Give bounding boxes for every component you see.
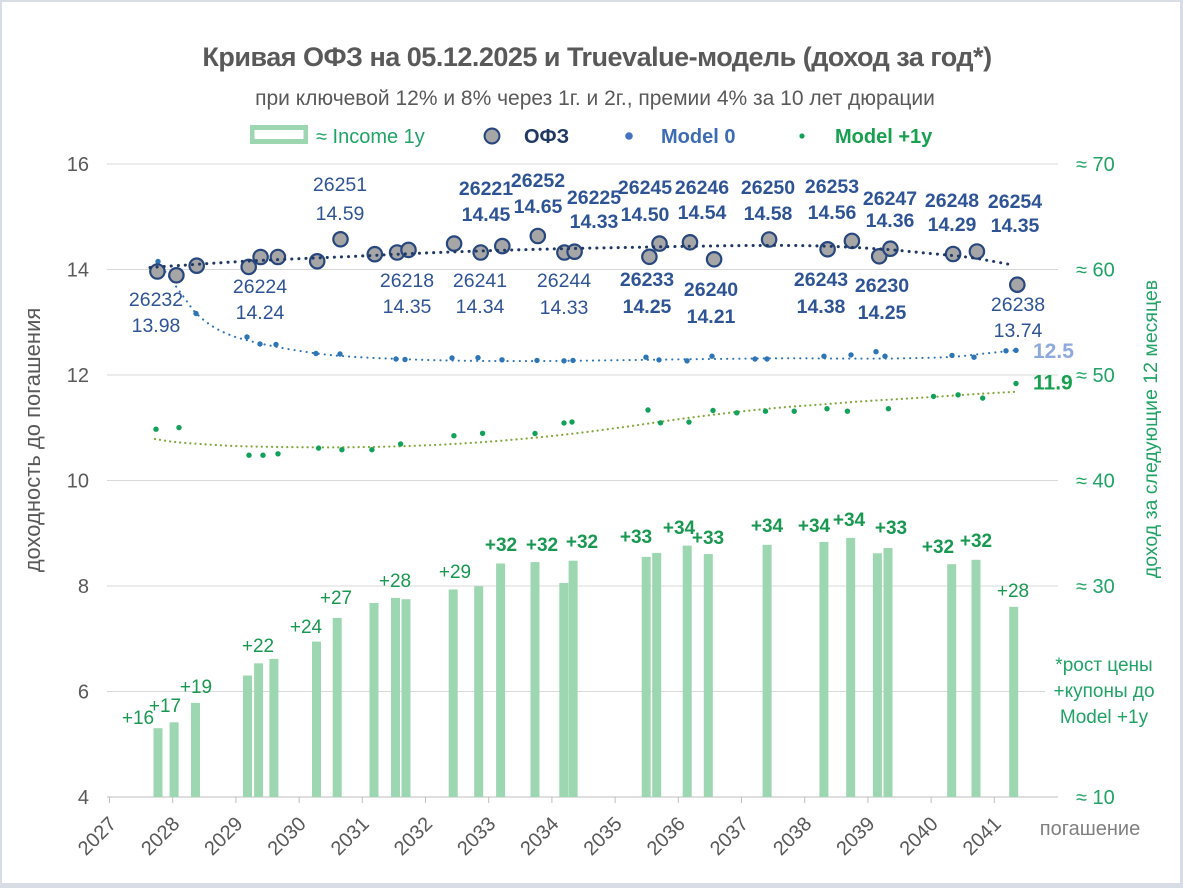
svg-text:14.34: 14.34 — [456, 296, 505, 318]
svg-text:26241: 26241 — [453, 270, 507, 292]
svg-text:26225: 26225 — [567, 187, 621, 209]
svg-text:14.45: 14.45 — [462, 204, 511, 226]
svg-text:26233: 26233 — [620, 269, 674, 291]
svg-text:13.74: 13.74 — [994, 320, 1043, 342]
svg-text:+33: +33 — [620, 527, 652, 548]
svg-text:≈ 30: ≈ 30 — [1076, 576, 1115, 598]
svg-text:+34: +34 — [663, 518, 696, 539]
svg-text:14.56: 14.56 — [808, 202, 857, 224]
svg-text:26247: 26247 — [863, 188, 917, 210]
svg-text:26248: 26248 — [925, 190, 979, 212]
svg-text:14.33: 14.33 — [540, 297, 589, 319]
svg-text:+19: +19 — [180, 677, 212, 698]
svg-text:14.35: 14.35 — [991, 215, 1040, 237]
svg-text:26252: 26252 — [511, 170, 565, 192]
svg-text:26251: 26251 — [313, 174, 367, 196]
svg-text:14.24: 14.24 — [236, 302, 285, 324]
svg-text:14.58: 14.58 — [744, 203, 793, 225]
svg-text:доход за следующие 12 месяцев: доход за следующие 12 месяцев — [1140, 280, 1162, 578]
svg-text:Model +1y: Model +1y — [835, 126, 933, 148]
svg-text:+34: +34 — [798, 516, 831, 537]
svg-text:14.29: 14.29 — [928, 214, 977, 236]
svg-text:ОФЗ: ОФЗ — [524, 126, 569, 148]
svg-text:26238: 26238 — [991, 294, 1045, 316]
svg-text:≈ 50: ≈ 50 — [1076, 365, 1115, 387]
svg-text:16: 16 — [67, 154, 89, 176]
svg-text:12: 12 — [67, 365, 89, 387]
svg-text:при ключевой 12% и 8% через 1г: при ключевой 12% и 8% через 1г. и 2г., п… — [255, 87, 935, 110]
svg-text:26243: 26243 — [794, 269, 848, 291]
svg-text:+33: +33 — [692, 528, 724, 549]
svg-text:26221: 26221 — [459, 178, 513, 200]
svg-text:26253: 26253 — [805, 176, 859, 198]
svg-text:26230: 26230 — [855, 275, 909, 297]
svg-text:26244: 26244 — [537, 270, 591, 292]
svg-text:14: 14 — [67, 260, 89, 282]
svg-text:14.33: 14.33 — [570, 211, 619, 233]
svg-text:+32: +32 — [526, 535, 558, 556]
svg-text:≈ 60: ≈ 60 — [1076, 260, 1115, 282]
svg-text:8: 8 — [78, 576, 89, 598]
svg-text:+27: +27 — [320, 588, 352, 609]
svg-text:≈ Income 1y: ≈ Income 1y — [316, 126, 425, 148]
svg-text:+32: +32 — [566, 532, 598, 553]
svg-text:+34: +34 — [751, 516, 784, 537]
svg-text:≈ 70: ≈ 70 — [1076, 154, 1115, 176]
svg-text:*рост цены: *рост цены — [1055, 655, 1152, 676]
svg-text:26250: 26250 — [741, 177, 795, 199]
svg-text:+32: +32 — [922, 537, 954, 558]
svg-text:доходность до погашения: доходность до погашения — [20, 308, 45, 573]
svg-text:4: 4 — [78, 787, 89, 809]
svg-text:Model +1y: Model +1y — [1060, 707, 1149, 728]
svg-text:≈ 40: ≈ 40 — [1076, 471, 1115, 493]
svg-text:14.21: 14.21 — [687, 306, 736, 328]
svg-text:+28: +28 — [997, 581, 1029, 602]
svg-text:14.50: 14.50 — [621, 204, 670, 226]
svg-text:+24: +24 — [290, 617, 323, 638]
svg-text:+34: +34 — [833, 510, 866, 531]
svg-text:6: 6 — [78, 682, 89, 704]
svg-text:погашение: погашение — [1040, 818, 1140, 840]
svg-text:≈ 10: ≈ 10 — [1076, 787, 1115, 809]
svg-text:13.98: 13.98 — [132, 315, 181, 337]
svg-text:14.25: 14.25 — [623, 296, 672, 318]
svg-text:14.35: 14.35 — [383, 296, 432, 318]
svg-text:14.36: 14.36 — [866, 210, 915, 232]
svg-text:14.38: 14.38 — [797, 296, 846, 318]
svg-text:+16: +16 — [122, 708, 154, 729]
svg-text:26232: 26232 — [129, 289, 183, 311]
svg-text:14.59: 14.59 — [316, 203, 365, 225]
svg-text:26218: 26218 — [380, 270, 434, 292]
svg-text:+17: +17 — [149, 696, 181, 717]
svg-text:12.5: 12.5 — [1033, 340, 1074, 363]
svg-text:+29: +29 — [439, 562, 471, 583]
svg-text:14.65: 14.65 — [514, 196, 563, 218]
svg-text:26245: 26245 — [618, 177, 672, 199]
svg-text:Model 0: Model 0 — [661, 126, 735, 148]
svg-text:+22: +22 — [242, 636, 274, 657]
svg-text:26240: 26240 — [684, 279, 738, 301]
svg-text:+32: +32 — [960, 531, 992, 552]
svg-text:Кривая ОФЗ на 05.12.2025 и Tru: Кривая ОФЗ на 05.12.2025 и Truevalue-мод… — [202, 42, 991, 72]
svg-text:+28: +28 — [379, 571, 411, 592]
svg-text:11.9: 11.9 — [1033, 372, 1073, 395]
svg-text:+купоны до: +купоны до — [1053, 681, 1154, 702]
svg-text:+32: +32 — [485, 535, 517, 556]
svg-text:10: 10 — [67, 471, 89, 493]
svg-text:26246: 26246 — [675, 177, 729, 199]
svg-text:14.54: 14.54 — [678, 202, 727, 224]
svg-text:14.25: 14.25 — [858, 302, 907, 324]
svg-text:26224: 26224 — [233, 276, 287, 298]
svg-text:26254: 26254 — [988, 191, 1042, 213]
svg-text:+33: +33 — [875, 518, 907, 539]
